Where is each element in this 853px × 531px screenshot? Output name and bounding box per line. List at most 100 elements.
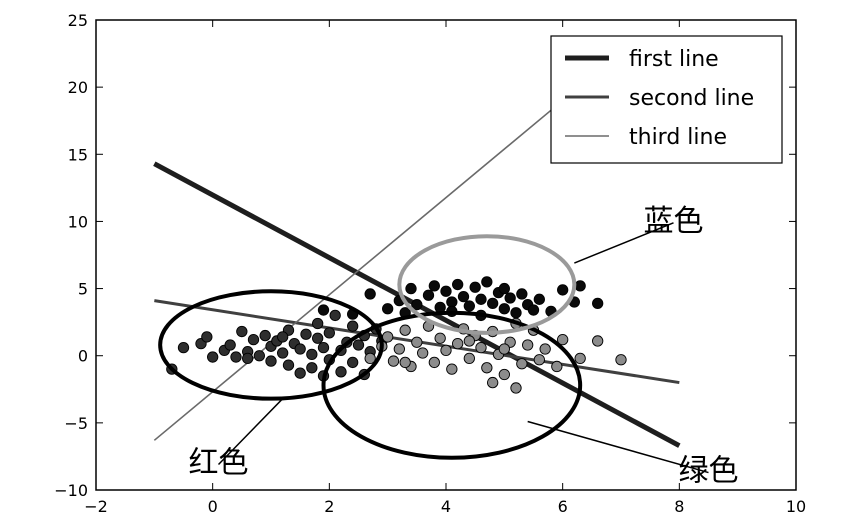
data-point-group-1 [242,352,254,365]
data-point-group-2 [481,362,493,374]
data-point-group-2 [487,376,499,389]
x-tick-label: 8 [674,497,684,516]
data-point-group-2 [434,332,446,344]
data-point-group-2 [393,343,405,355]
y-tick-label: −10 [54,481,88,500]
data-point-group-2 [475,342,487,354]
data-point-group-1 [335,366,347,378]
y-tick-label: 10 [68,212,88,231]
data-point-group-2 [522,339,534,351]
legend: first line second line third line [550,35,783,164]
y-axis: −10 −5 0 5 10 15 20 25 [54,11,796,500]
x-tick-label: 2 [324,497,334,516]
data-point-group-2 [364,352,376,365]
y-tick-label: 5 [78,280,88,299]
data-point-group-3 [510,307,522,319]
data-point-group-2 [463,335,475,347]
data-point-group-3 [446,296,458,308]
data-point-group-2 [516,358,528,370]
data-point-group-3 [498,282,510,295]
data-point-group-1 [177,342,190,354]
data-point-group-2 [428,356,440,369]
annotation-leader-1 [574,222,674,264]
legend-label-1: first line [629,47,719,72]
data-point-group-3 [364,288,376,300]
data-point-group-3 [481,276,493,288]
data-point-group-1 [306,362,318,374]
highlight-ellipse-2 [321,310,583,460]
data-point-group-1 [236,325,248,338]
data-point-group-2 [615,354,627,366]
data-point-group-1 [230,351,242,363]
y-tick-label: 20 [68,78,88,97]
data-point-group-3 [463,300,475,312]
x-tick-label: 4 [441,497,451,516]
data-point-group-3 [574,280,586,292]
points-layer [166,276,627,394]
data-point-group-2 [440,344,452,356]
data-point-group-1 [265,355,277,367]
data-point-group-3 [452,278,464,291]
highlight-ellipse-3 [397,234,577,335]
data-point-group-3 [440,285,452,297]
data-point-group-3 [469,281,481,293]
y-tick-label: 15 [68,145,88,164]
data-point-group-3 [317,304,330,316]
data-point-group-2 [411,336,423,348]
data-point-group-3 [527,304,540,316]
annotation-label-2: 红色 [189,445,249,480]
data-point-group-1 [294,343,306,355]
data-point-group-2 [463,352,475,365]
data-point-group-3 [504,292,516,304]
data-point-group-1 [253,350,265,362]
data-point-group-1 [201,331,213,343]
data-point-group-2 [399,356,411,369]
data-point-group-2 [539,343,551,355]
data-point-group-3 [428,280,440,292]
data-point-group-2 [592,335,604,347]
data-point-group-1 [294,367,306,379]
data-point-group-2 [533,354,545,366]
y-tick-label: −5 [64,414,88,433]
data-point-group-1 [317,342,330,354]
data-point-group-2 [399,324,411,336]
data-point-group-1 [347,320,359,332]
data-point-group-1 [300,328,312,340]
x-tick-label: 0 [208,497,218,516]
data-point-group-3 [382,303,394,315]
data-point-group-2 [417,347,429,359]
data-point-group-3 [592,297,604,309]
data-point-group-2 [498,368,510,381]
y-tick-label: 0 [78,347,88,366]
highlight-ellipse-1 [158,289,384,401]
data-point-group-1 [207,351,219,363]
annotation-label-1: 蓝色 [644,204,704,239]
data-point-group-1 [352,339,365,351]
data-point-group-2 [452,337,464,350]
data-point-group-2 [574,352,586,365]
data-point-group-1 [224,339,236,351]
data-point-group-1 [323,327,335,339]
x-tick-label: 6 [558,497,568,516]
series-line-3 [153,99,564,441]
data-point-group-1 [282,359,295,371]
x-tick-label: 10 [786,497,806,516]
data-point-group-1 [312,317,324,330]
data-point-group-1 [259,329,271,342]
data-point-group-1 [306,348,318,361]
data-point-group-1 [347,356,359,369]
data-point-group-2 [387,355,400,367]
data-point-group-3 [557,284,569,296]
data-point-group-2 [557,333,569,346]
annotation-leader-2 [217,398,284,466]
x-axis: −2 0 2 4 6 8 10 [84,20,806,516]
data-point-group-3 [516,288,528,300]
x-tick-label: −2 [84,497,108,516]
data-point-group-1 [277,331,289,343]
data-point-group-3 [405,282,417,295]
data-point-group-3 [533,293,545,305]
data-point-group-2 [446,363,458,375]
data-point-group-1 [329,309,341,322]
